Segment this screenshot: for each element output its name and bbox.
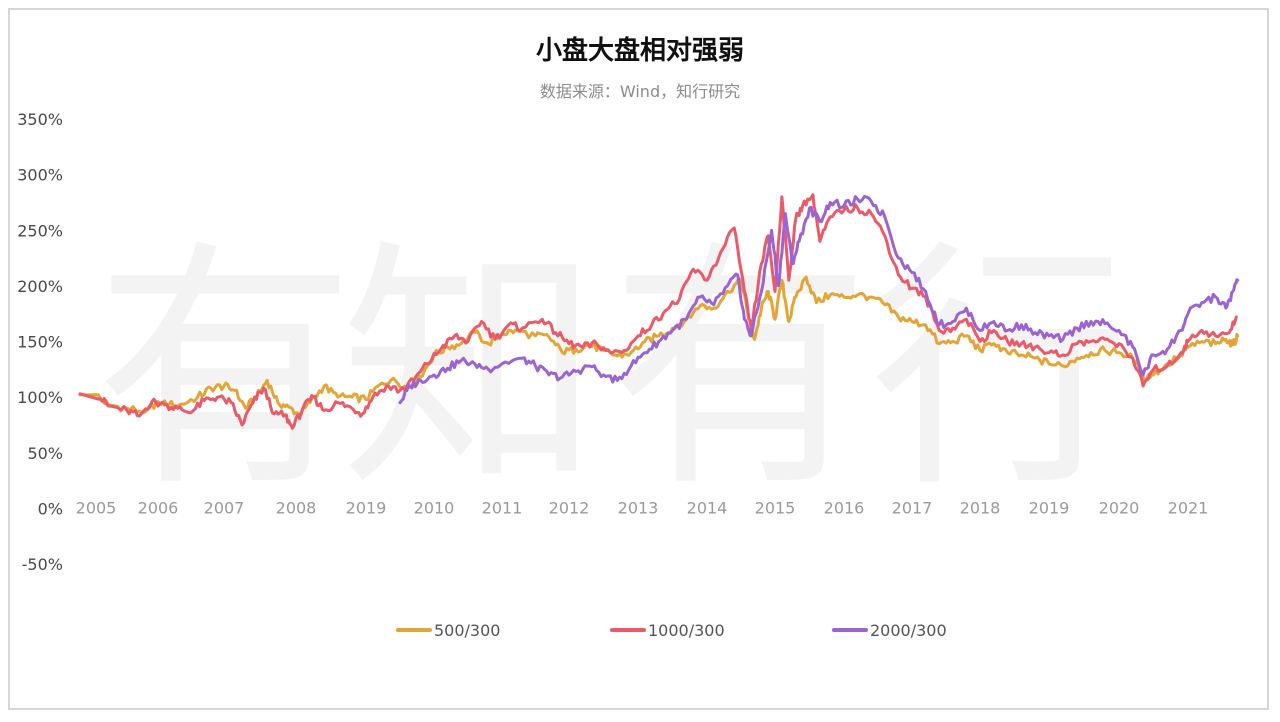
watermark-char: 有 bbox=[95, 220, 355, 522]
chart-title: 小盘大盘相对强弱 bbox=[535, 36, 744, 66]
y-tick-label: 300% bbox=[17, 166, 63, 185]
x-tick-label: 2013 bbox=[618, 498, 659, 517]
legend-swatch bbox=[832, 628, 868, 632]
x-tick-label: 2021 bbox=[1168, 498, 1209, 517]
y-axis: 350% 300% 250% 200% 150% 100% 50% 0% -50% bbox=[17, 110, 63, 574]
x-tick-label: 2016 bbox=[824, 498, 865, 517]
legend-swatch bbox=[396, 628, 432, 632]
legend-item-1000-300[interactable]: 1000/300 bbox=[610, 620, 725, 640]
series-line-1000-300 bbox=[78, 193, 1238, 430]
y-tick-label: 250% bbox=[17, 221, 63, 240]
y-tick-label: 150% bbox=[17, 333, 63, 352]
legend-item-500-300[interactable]: 500/300 bbox=[396, 620, 500, 640]
chart-subtitle: 数据来源：Wind，知行研究 bbox=[539, 82, 741, 101]
series-line-2000-300 bbox=[398, 194, 1240, 405]
y-tick-label: 350% bbox=[17, 110, 63, 129]
x-axis: 2005 2006 2007 2008 2019 2010 2011 2012 2013 2014… bbox=[76, 498, 1209, 517]
x-tick-label: 2007 bbox=[204, 498, 245, 517]
x-tick-label: 2008 bbox=[276, 498, 317, 517]
x-tick-label: 2018 bbox=[960, 498, 1001, 517]
x-tick-label: 2010 bbox=[414, 498, 455, 517]
watermark: 有知有行 bbox=[95, 220, 1130, 522]
legend-item-2000-300[interactable]: 2000/300 bbox=[832, 620, 947, 640]
x-tick-label: 2005 bbox=[76, 498, 117, 517]
legend-label: 1000/300 bbox=[648, 620, 725, 640]
plot-area bbox=[78, 193, 1240, 430]
x-tick-label: 2015 bbox=[755, 498, 796, 517]
legend-swatch bbox=[610, 628, 646, 632]
watermark-char: 行 bbox=[870, 220, 1130, 522]
x-tick-label: 2019 bbox=[346, 498, 387, 517]
legend-label: 500/300 bbox=[434, 620, 501, 640]
x-tick-label: 2020 bbox=[1099, 498, 1140, 517]
y-tick-label: 50% bbox=[27, 444, 63, 463]
x-tick-label: 2014 bbox=[687, 498, 728, 517]
x-tick-label: 2006 bbox=[138, 498, 179, 517]
y-tick-label: 0% bbox=[38, 499, 63, 518]
y-tick-label: -50% bbox=[22, 555, 63, 574]
watermark-char: 知 bbox=[340, 220, 600, 522]
x-tick-label: 2012 bbox=[549, 498, 590, 517]
legend-label: 2000/300 bbox=[870, 620, 947, 640]
y-tick-label: 100% bbox=[17, 388, 63, 407]
x-tick-label: 2011 bbox=[482, 498, 523, 517]
x-tick-label: 2017 bbox=[892, 498, 933, 517]
y-tick-label: 200% bbox=[17, 277, 63, 296]
x-tick-label: 2019 bbox=[1029, 498, 1070, 517]
